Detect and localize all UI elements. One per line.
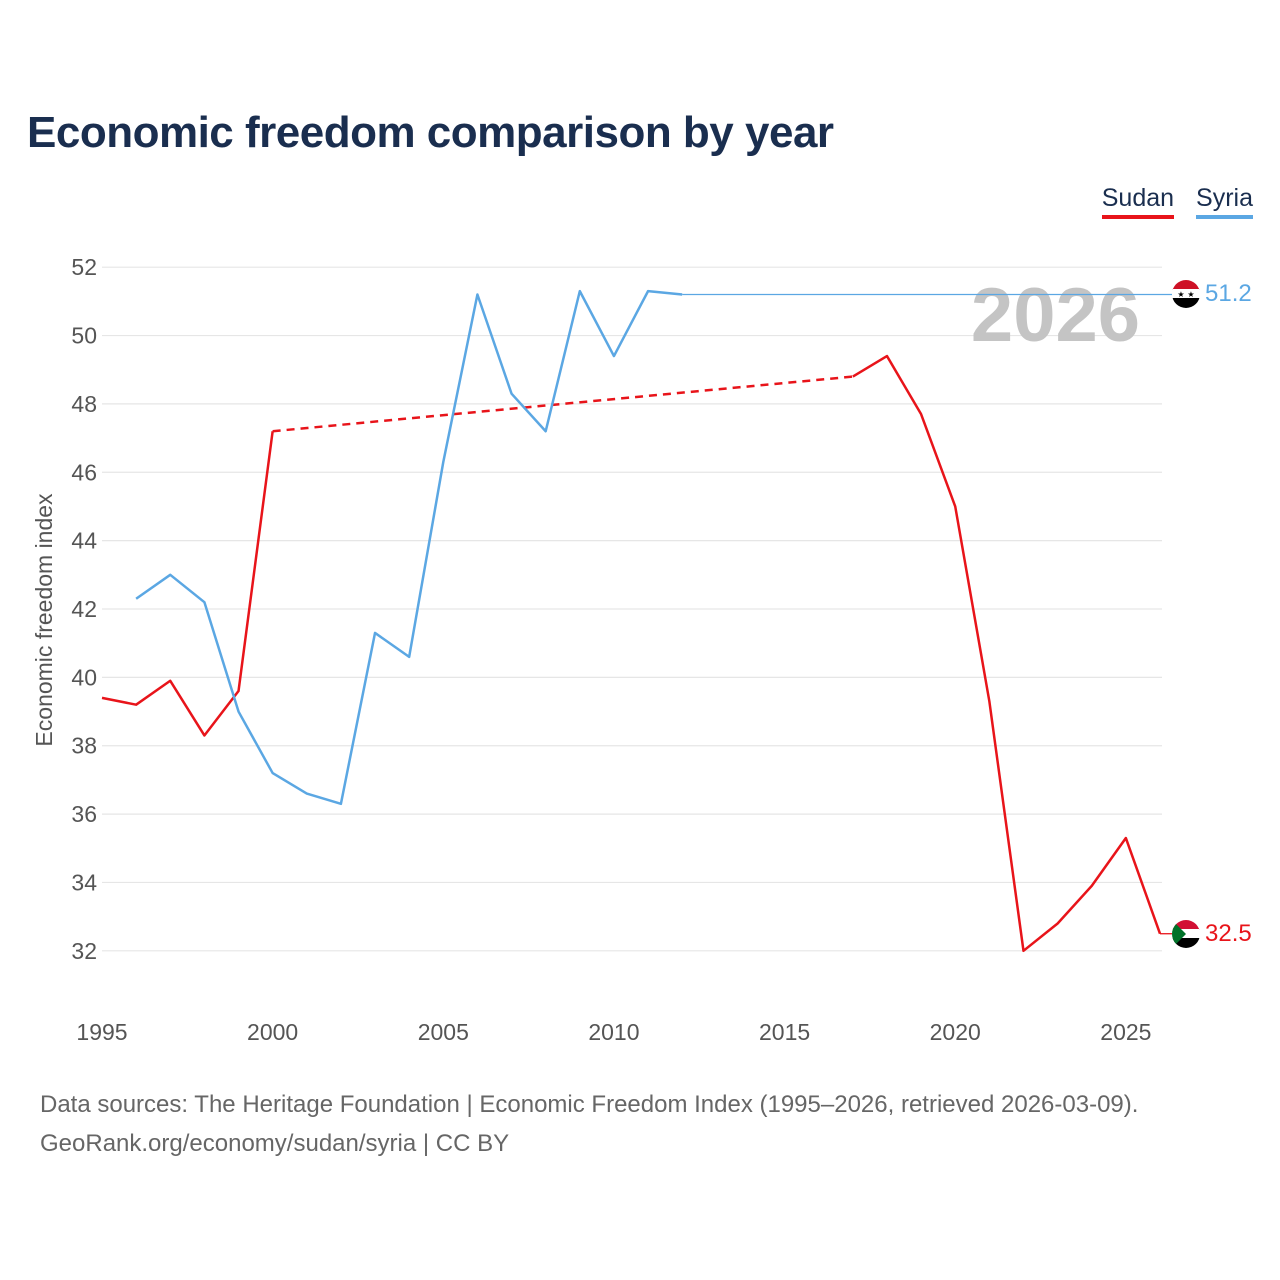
line-chart: 32 34 36 38 40 42 44 46 48 50 52 1995 2000 2005 2010 2… (31, 254, 1252, 1045)
end-markers: ★ ★ 51.2 32.5 (1172, 280, 1252, 948)
y-tick-label: 42 (71, 596, 97, 622)
sudan-end-label: 32.5 (1205, 920, 1252, 947)
legend-item-syria[interactable]: Syria (1196, 184, 1253, 219)
y-tick-label: 46 (71, 459, 97, 485)
svg-text:★: ★ (1187, 290, 1194, 299)
syria-flag-icon: ★ ★ (1172, 280, 1200, 308)
y-axis-label: Economic freedom index (31, 493, 57, 747)
gridlines (102, 266, 1162, 952)
sudan-line-early (101, 431, 274, 737)
x-tick-label: 1995 (76, 1019, 127, 1045)
chart-title: Economic freedom comparison by year (27, 108, 834, 157)
data-sources: Data sources: The Heritage Foundation | … (40, 1091, 1139, 1118)
legend-item-sudan[interactable]: Sudan (1101, 184, 1175, 219)
y-tick-label: 36 (71, 801, 97, 827)
y-tick-label: 48 (71, 391, 97, 417)
x-tick-label: 2010 (588, 1019, 639, 1045)
sudan-flag-icon (1172, 920, 1200, 948)
sudan-line-late (852, 354, 1162, 953)
x-tick-label: 2015 (759, 1019, 810, 1045)
y-axis-ticks: 32 34 36 38 40 42 44 46 48 50 52 (71, 254, 97, 964)
x-tick-label: 2000 (247, 1019, 298, 1045)
x-axis-ticks: 1995 2000 2005 2010 2015 2020 2025 (76, 1019, 1151, 1045)
legend: Sudan Syria (1101, 184, 1253, 219)
year-watermark: 2026 (971, 273, 1140, 358)
syria-line (135, 289, 683, 806)
svg-text:★: ★ (1177, 290, 1184, 299)
y-tick-label: 38 (71, 733, 97, 759)
credit-link[interactable]: GeoRank.org/economy/sudan/syria | CC BY (40, 1130, 510, 1157)
syria-end-label: 51.2 (1205, 280, 1252, 307)
x-tick-label: 2025 (1100, 1019, 1151, 1045)
y-tick-label: 34 (71, 869, 97, 895)
y-tick-label: 44 (71, 528, 97, 554)
y-tick-label: 32 (71, 938, 97, 964)
y-tick-label: 52 (71, 254, 97, 280)
x-tick-label: 2005 (418, 1019, 469, 1045)
y-tick-label: 50 (71, 323, 97, 349)
y-tick-label: 40 (71, 664, 97, 690)
footer: Data sources: The Heritage Foundation | … (40, 1085, 1138, 1163)
series-lines (101, 289, 1172, 953)
x-tick-label: 2020 (930, 1019, 981, 1045)
